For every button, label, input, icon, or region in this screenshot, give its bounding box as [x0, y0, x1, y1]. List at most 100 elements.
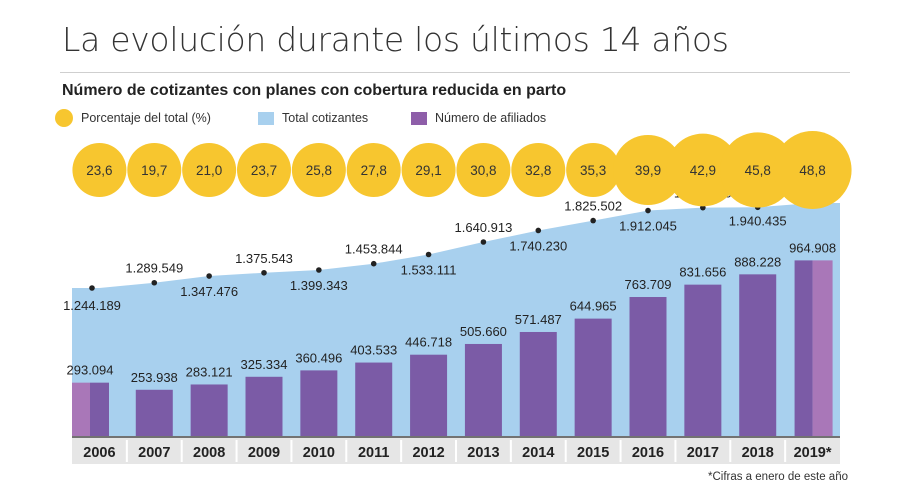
percent-circle-2009: [237, 143, 291, 197]
bar-label-2019*: 964.908: [789, 240, 836, 255]
total-label-2009: 1.375.543: [235, 251, 293, 266]
percent-label-2009: 23,7: [251, 163, 277, 178]
bar-label-2015: 644.965: [570, 299, 617, 314]
percent-circle-2016: [612, 134, 684, 206]
dot-2007: [151, 279, 158, 286]
x-tick-2018: 2018: [742, 445, 774, 461]
bar-label-2014: 571.487: [515, 312, 562, 327]
legend-item-affiliates: Número de afiliados: [411, 108, 546, 128]
percent-label-2010: 25,8: [306, 163, 332, 178]
legend-label-total: Total cotizantes: [282, 111, 369, 125]
percent-label-2018: 45,8: [745, 163, 771, 178]
percent-circle-2019*: [773, 131, 852, 209]
x-tick-2012: 2012: [412, 445, 444, 461]
bar-label-2008: 283.121: [186, 364, 233, 379]
total-label-2011: 1.453.844: [345, 242, 403, 257]
bar-edge-2006: [72, 382, 90, 436]
bar-2015: [574, 318, 612, 436]
x-tick-2017: 2017: [687, 445, 719, 461]
percent-label-2012: 29,1: [415, 163, 441, 178]
percent-circle-2007: [127, 143, 182, 197]
percent-label-2006: 23,6: [86, 163, 112, 178]
percent-label-2007: 19,7: [141, 163, 167, 178]
title-divider: [60, 72, 850, 73]
percent-label-2008: 21,0: [196, 163, 222, 178]
legend-label-affiliates: Número de afiliados: [435, 111, 547, 125]
x-tick-2013: 2013: [467, 445, 499, 461]
percent-label-2017: 42,9: [690, 163, 716, 178]
total-label-2016: 1.912.045: [619, 219, 677, 234]
total-label-2018: 1.940.435: [729, 213, 787, 228]
x-tick-2015: 2015: [577, 445, 609, 461]
bar-2014: [519, 331, 557, 436]
x-tick-2006: 2006: [83, 445, 115, 461]
percent-circle-2015: [566, 143, 621, 197]
percent-circle-2010: [291, 143, 346, 197]
legend-label-percentage: Porcentaje del total (%): [81, 111, 211, 125]
x-tick-2014: 2014: [522, 445, 554, 461]
area-total-cotizantes: [72, 203, 840, 436]
x-tick-2016: 2016: [632, 445, 664, 461]
page-title: La evolución durante los últimos 14 años: [62, 20, 729, 59]
bar-2011: [355, 362, 393, 436]
dot-2014: [535, 227, 542, 234]
total-label-2010: 1.399.343: [290, 278, 348, 293]
dot-2012: [425, 251, 432, 258]
x-tick-2008: 2008: [193, 445, 225, 461]
percent-circle-2011: [346, 143, 401, 197]
bar-2012: [410, 354, 448, 436]
percent-label-2019*: 48,8: [799, 163, 825, 178]
dot-2006: [89, 285, 95, 291]
bar-label-2007: 253.938: [131, 370, 178, 385]
x-tick-2011: 2011: [358, 445, 389, 461]
dot-2015: [590, 217, 596, 224]
total-label-2012: 1.533.111: [401, 262, 457, 277]
legend-swatch-total: [258, 111, 274, 125]
dot-2008: [206, 273, 212, 279]
bar-2019*: [794, 260, 813, 436]
dot-2013: [480, 239, 487, 245]
bar-label-2010: 360.496: [295, 350, 342, 365]
x-tick-2019*: 2019*: [794, 445, 832, 461]
percent-label-2011: 27,8: [361, 163, 387, 178]
bar-2006: [90, 382, 109, 436]
dot-2011: [370, 260, 377, 267]
chart-subtitle: Número de cotizantes con planes con cobe…: [62, 82, 567, 99]
bar-label-2011: 403.533: [350, 343, 397, 358]
legend-item-total: Total cotizantes: [258, 108, 368, 128]
total-label-2006: 1.244.189: [63, 298, 121, 313]
total-label-2008: 1.347.476: [180, 284, 238, 299]
percent-circle-2014: [511, 143, 566, 197]
bar-label-2006: 293.094: [67, 363, 114, 378]
bar-2009: [245, 376, 283, 436]
bar-2013: [464, 343, 502, 436]
total-label-2014: 1.740.230: [509, 238, 567, 253]
bar-label-2017: 831.656: [679, 265, 726, 280]
bar-label-2012: 446.718: [405, 335, 452, 350]
percent-label-2014: 32,8: [525, 163, 551, 178]
legend-item-percentage: Porcentaje del total (%): [55, 108, 211, 128]
bar-label-2016: 763.709: [625, 277, 672, 292]
bar-2007: [135, 389, 173, 436]
total-label-2013: 1.640.913: [455, 220, 513, 235]
bar-2010: [300, 370, 338, 436]
bar-edge-2019*: [812, 260, 833, 436]
total-label-2007: 1.289.549: [125, 261, 183, 276]
percent-circle-2018: [720, 132, 796, 208]
percent-circle-2006: [72, 143, 127, 197]
bar-label-2018: 888.228: [734, 254, 781, 269]
chart-footnote: *Cifras a enero de este año: [707, 471, 848, 483]
total-label-2015: 1.825.502: [564, 199, 622, 214]
bar-2008: [190, 384, 228, 436]
legend-swatch-affiliates: [411, 111, 427, 125]
percent-label-2015: 35,3: [580, 163, 606, 178]
percent-circle-2008: [182, 143, 237, 197]
bar-2017: [684, 284, 722, 436]
x-tick-2007: 2007: [138, 445, 170, 461]
dot-2010: [316, 267, 322, 273]
percent-circle-2013: [456, 143, 511, 197]
percent-circle-2017: [666, 133, 740, 207]
dot-2009: [261, 269, 267, 276]
x-tick-2010: 2010: [303, 445, 335, 461]
bar-label-2009: 325.334: [241, 357, 288, 372]
